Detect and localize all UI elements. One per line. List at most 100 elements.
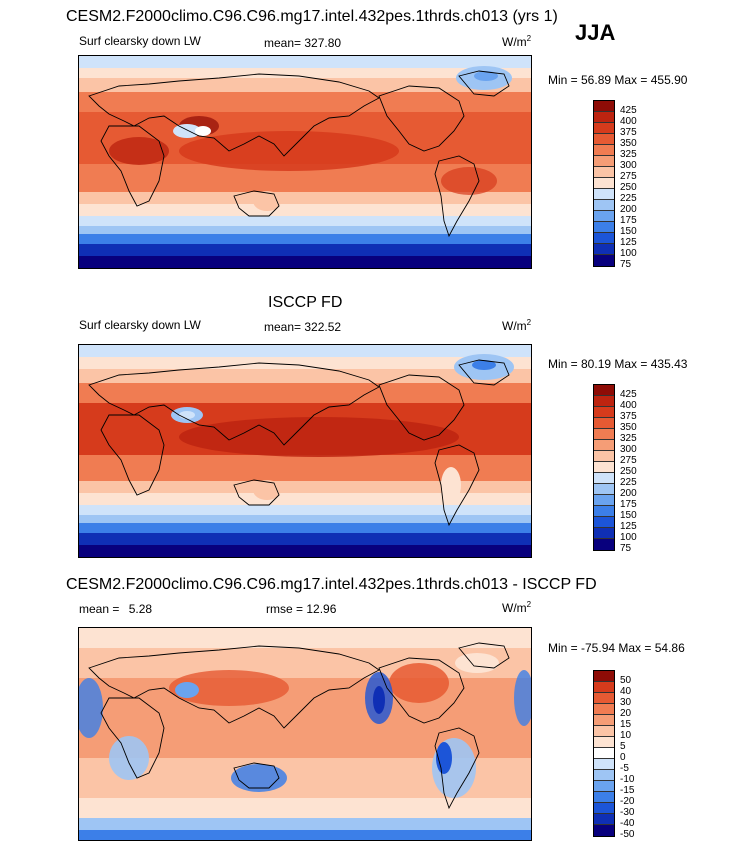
panel1-mean-label: mean= xyxy=(264,36,302,50)
panel1-swatch xyxy=(594,211,614,222)
panel3-tick: -15 xyxy=(620,785,635,796)
panel2-tick: 400 xyxy=(620,400,637,411)
panel2-mean-value: 322.52 xyxy=(304,320,342,334)
panel3-tick: 15 xyxy=(620,719,632,730)
panel2-swatch xyxy=(594,462,614,473)
panel3-mean-value: 5.28 xyxy=(128,602,153,616)
panel3-tick: 30 xyxy=(620,697,632,708)
panel2-swatch xyxy=(594,506,614,517)
panel3-swatch xyxy=(594,748,614,759)
panel1-map-svg xyxy=(79,56,531,268)
panel2-tick: 175 xyxy=(620,499,637,510)
panel3-rmse-value: 12.96 xyxy=(306,602,337,616)
panel2-swatch xyxy=(594,440,614,451)
panel3-coastlines xyxy=(88,642,510,810)
panel2-mean: mean= 322.52 xyxy=(264,320,341,334)
panel2-tick: 325 xyxy=(620,433,637,444)
panel2-swatch xyxy=(594,495,614,506)
season-label: JJA xyxy=(575,20,616,45)
panel2-mean-label: mean= xyxy=(264,320,302,334)
panel3-tick: 40 xyxy=(620,686,632,697)
panel3-swatch xyxy=(594,759,614,770)
panel3-tick: -20 xyxy=(620,796,635,807)
panel3-tick: 0 xyxy=(620,752,626,763)
panel2-tick: 125 xyxy=(620,521,637,532)
panel1-tick: 100 xyxy=(620,248,637,259)
panel1-swatch xyxy=(594,134,614,145)
panel3-units: W/m2 xyxy=(502,600,532,616)
panel1-tick: 300 xyxy=(620,160,637,171)
panel2-swatch xyxy=(594,517,614,528)
panel2-colorbar xyxy=(593,384,615,551)
panel1-swatch xyxy=(594,178,614,189)
panel1-swatch xyxy=(594,101,614,112)
panel1-mean: mean= 327.80 xyxy=(264,36,341,50)
panel3-swatch xyxy=(594,803,614,814)
panel3-swatch xyxy=(594,792,614,803)
panel3-swatch xyxy=(594,737,614,748)
panel1-swatch xyxy=(594,189,614,200)
panel3-swatch xyxy=(594,814,614,825)
panel1-tick: 250 xyxy=(620,182,637,193)
panel1-minmax: Min = 56.89 Max = 455.90 xyxy=(548,73,688,87)
panel3-swatch xyxy=(594,682,614,693)
panel2-tick: 425 xyxy=(620,389,637,400)
panel1-tick: 125 xyxy=(620,237,637,248)
panel1-swatch xyxy=(594,112,614,123)
panel2-map-svg xyxy=(79,345,531,557)
panel1-swatch xyxy=(594,156,614,167)
panel3-tick: -30 xyxy=(620,807,635,818)
panel1-tick: 400 xyxy=(620,116,637,127)
panel1-swatch xyxy=(594,244,614,255)
panel2-heading: ISCCP FD xyxy=(268,294,343,311)
panel2-swatch xyxy=(594,385,614,396)
panel1-map xyxy=(78,55,532,269)
panel2-units: W/m2 xyxy=(502,318,532,334)
panel2-swatch xyxy=(594,396,614,407)
panel3-mean: mean = 5.28 xyxy=(79,602,152,616)
panel1-swatch xyxy=(594,233,614,244)
panel1-tick: 350 xyxy=(620,138,637,149)
panel2-tick: 75 xyxy=(620,543,632,554)
panel3-tick: -10 xyxy=(620,774,635,785)
panel2-var-label: Surf clearsky down LW xyxy=(79,318,201,332)
page-title: CESM2.F2000climo.C96.C96.mg17.intel.432p… xyxy=(66,8,558,25)
panel2-tick: 100 xyxy=(620,532,637,543)
panel3-tick: 20 xyxy=(620,708,632,719)
panel3-tick: -5 xyxy=(620,763,629,774)
panel1-mean-value: 327.80 xyxy=(304,36,342,50)
panel2-swatch xyxy=(594,539,614,550)
panel2-tick: 375 xyxy=(620,411,637,422)
panel1-tick: 175 xyxy=(620,215,637,226)
panel3-swatch xyxy=(594,726,614,737)
panel3-swatch xyxy=(594,825,614,836)
panel1-tick: 200 xyxy=(620,204,637,215)
panel1-tick: 425 xyxy=(620,105,637,116)
panel2-tick: 300 xyxy=(620,444,637,455)
panel2-swatch xyxy=(594,451,614,462)
panel2-map xyxy=(78,344,532,558)
panel3-tick: 5 xyxy=(620,741,626,752)
panel1-tick: 325 xyxy=(620,149,637,160)
panel3-tick: 10 xyxy=(620,730,632,741)
panel1-tick: 75 xyxy=(620,259,632,270)
panel1-tick: 225 xyxy=(620,193,637,204)
panel1-tick: 150 xyxy=(620,226,637,237)
panel1-tick: 375 xyxy=(620,127,637,138)
panel1-units: W/m2 xyxy=(502,34,532,50)
panel1-swatch xyxy=(594,123,614,134)
panel3-tick: -40 xyxy=(620,818,635,829)
panel2-swatch xyxy=(594,484,614,495)
panel3-tick: 50 xyxy=(620,675,632,686)
panel3-rmse: rmse = 12.96 xyxy=(266,602,336,616)
panel2-features xyxy=(171,354,514,503)
panel3-tick: -50 xyxy=(620,829,635,840)
panel2-tick: 200 xyxy=(620,488,637,499)
panel2-minmax: Min = 80.19 Max = 435.43 xyxy=(548,357,688,371)
panel3-swatch xyxy=(594,781,614,792)
panel2-tick: 225 xyxy=(620,477,637,488)
panel1-swatch xyxy=(594,255,614,266)
panel3-colorbar xyxy=(593,670,615,837)
panel2-swatch xyxy=(594,407,614,418)
panel2-swatch xyxy=(594,429,614,440)
